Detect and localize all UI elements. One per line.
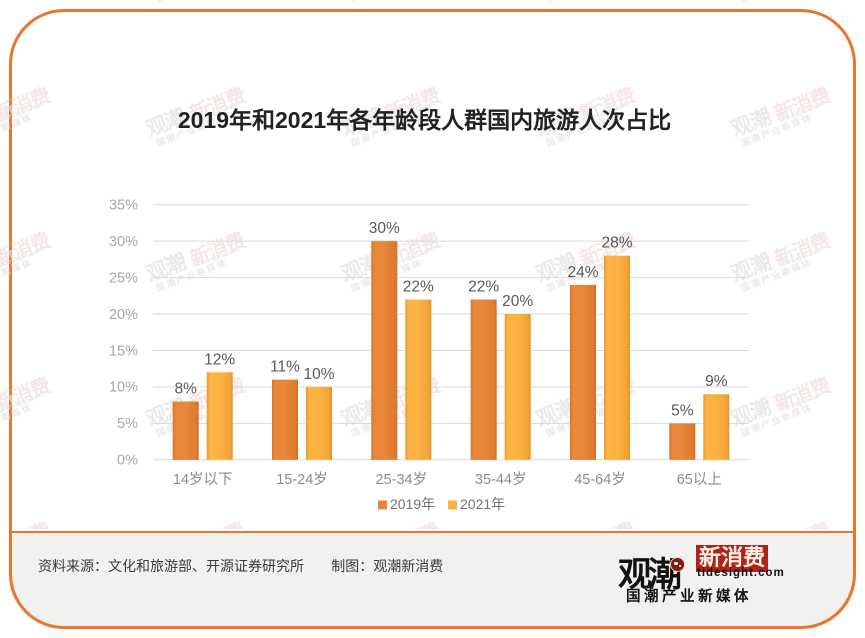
- svg-text:10%: 10%: [303, 366, 334, 383]
- svg-text:10%: 10%: [109, 380, 138, 396]
- svg-text:8%: 8%: [174, 381, 197, 398]
- svg-text:5%: 5%: [671, 402, 694, 419]
- svg-text:11%: 11%: [270, 359, 300, 376]
- svg-text:12%: 12%: [204, 351, 235, 368]
- svg-text:22%: 22%: [403, 279, 434, 296]
- svg-text:2021年: 2021年: [460, 496, 505, 512]
- svg-text:24%: 24%: [567, 264, 598, 281]
- svg-text:5%: 5%: [117, 416, 138, 432]
- svg-text:14岁以下: 14岁以下: [173, 471, 233, 488]
- svg-text:25%: 25%: [109, 270, 138, 286]
- svg-text:28%: 28%: [601, 235, 632, 252]
- svg-text:30%: 30%: [369, 220, 400, 237]
- svg-text:20%: 20%: [502, 293, 533, 310]
- svg-text:35%: 35%: [109, 198, 138, 214]
- svg-text:25-34岁: 25-34岁: [376, 471, 428, 488]
- svg-text:30%: 30%: [109, 234, 138, 250]
- svg-text:9%: 9%: [705, 373, 728, 390]
- svg-text:35-44岁: 35-44岁: [475, 471, 527, 488]
- svg-text:65以上: 65以上: [677, 471, 722, 488]
- svg-text:22%: 22%: [468, 279, 499, 296]
- svg-text:0%: 0%: [117, 453, 138, 469]
- svg-text:15%: 15%: [109, 343, 138, 359]
- svg-text:20%: 20%: [109, 307, 138, 323]
- svg-text:45-64岁: 45-64岁: [574, 471, 626, 488]
- svg-text:2019年: 2019年: [390, 496, 435, 512]
- svg-text:15-24岁: 15-24岁: [276, 471, 328, 488]
